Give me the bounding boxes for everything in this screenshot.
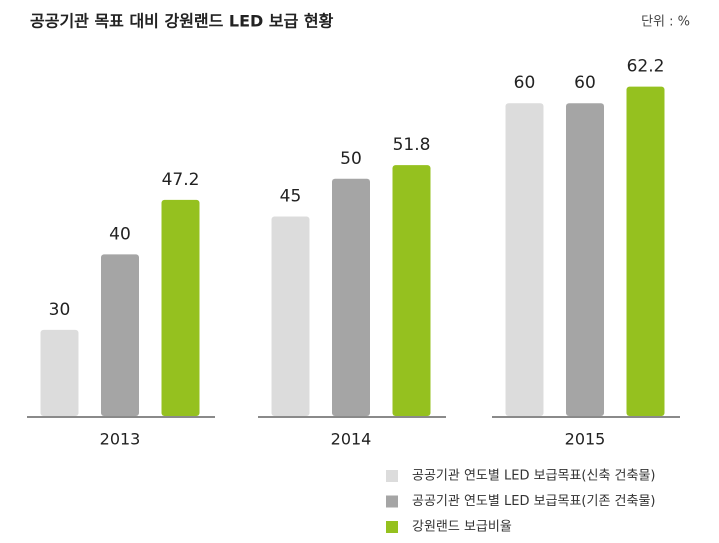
- x-tick-label: 2014: [331, 430, 372, 449]
- legend-label: 강원랜드 보급비율: [412, 520, 512, 535]
- value-label: 45: [280, 187, 302, 207]
- legend-swatch: [386, 495, 398, 508]
- bar: [332, 178, 370, 416]
- bar: [271, 216, 310, 416]
- value-label: 30: [49, 300, 71, 320]
- bar: [101, 254, 139, 416]
- chart-title: 공공기관 목표 대비 강원랜드 LED 보급 현황: [30, 12, 334, 31]
- legend-swatch: [386, 470, 398, 482]
- x-tick-label: 2013: [100, 430, 141, 449]
- x-tick-label: 2015: [565, 430, 606, 449]
- value-label: 47.2: [162, 170, 200, 190]
- legend-label: 공공기관 연도별 LED 보급목표(신축 건축물): [412, 469, 656, 484]
- legend-swatch: [386, 521, 398, 533]
- bar: [566, 103, 604, 416]
- bar: [626, 86, 665, 416]
- bar: [505, 103, 544, 416]
- value-label: 62.2: [627, 57, 665, 77]
- value-label: 60: [514, 73, 536, 93]
- unit-label: 단위 : %: [641, 15, 690, 30]
- bar: [392, 165, 431, 416]
- value-label: 50: [340, 149, 362, 169]
- legend-label: 공공기관 연도별 LED 보급목표(기존 건축물): [412, 494, 656, 509]
- bar: [161, 199, 200, 416]
- value-label: 60: [574, 73, 596, 93]
- value-label: 51.8: [393, 135, 431, 155]
- bar: [40, 329, 79, 416]
- value-label: 40: [109, 224, 131, 244]
